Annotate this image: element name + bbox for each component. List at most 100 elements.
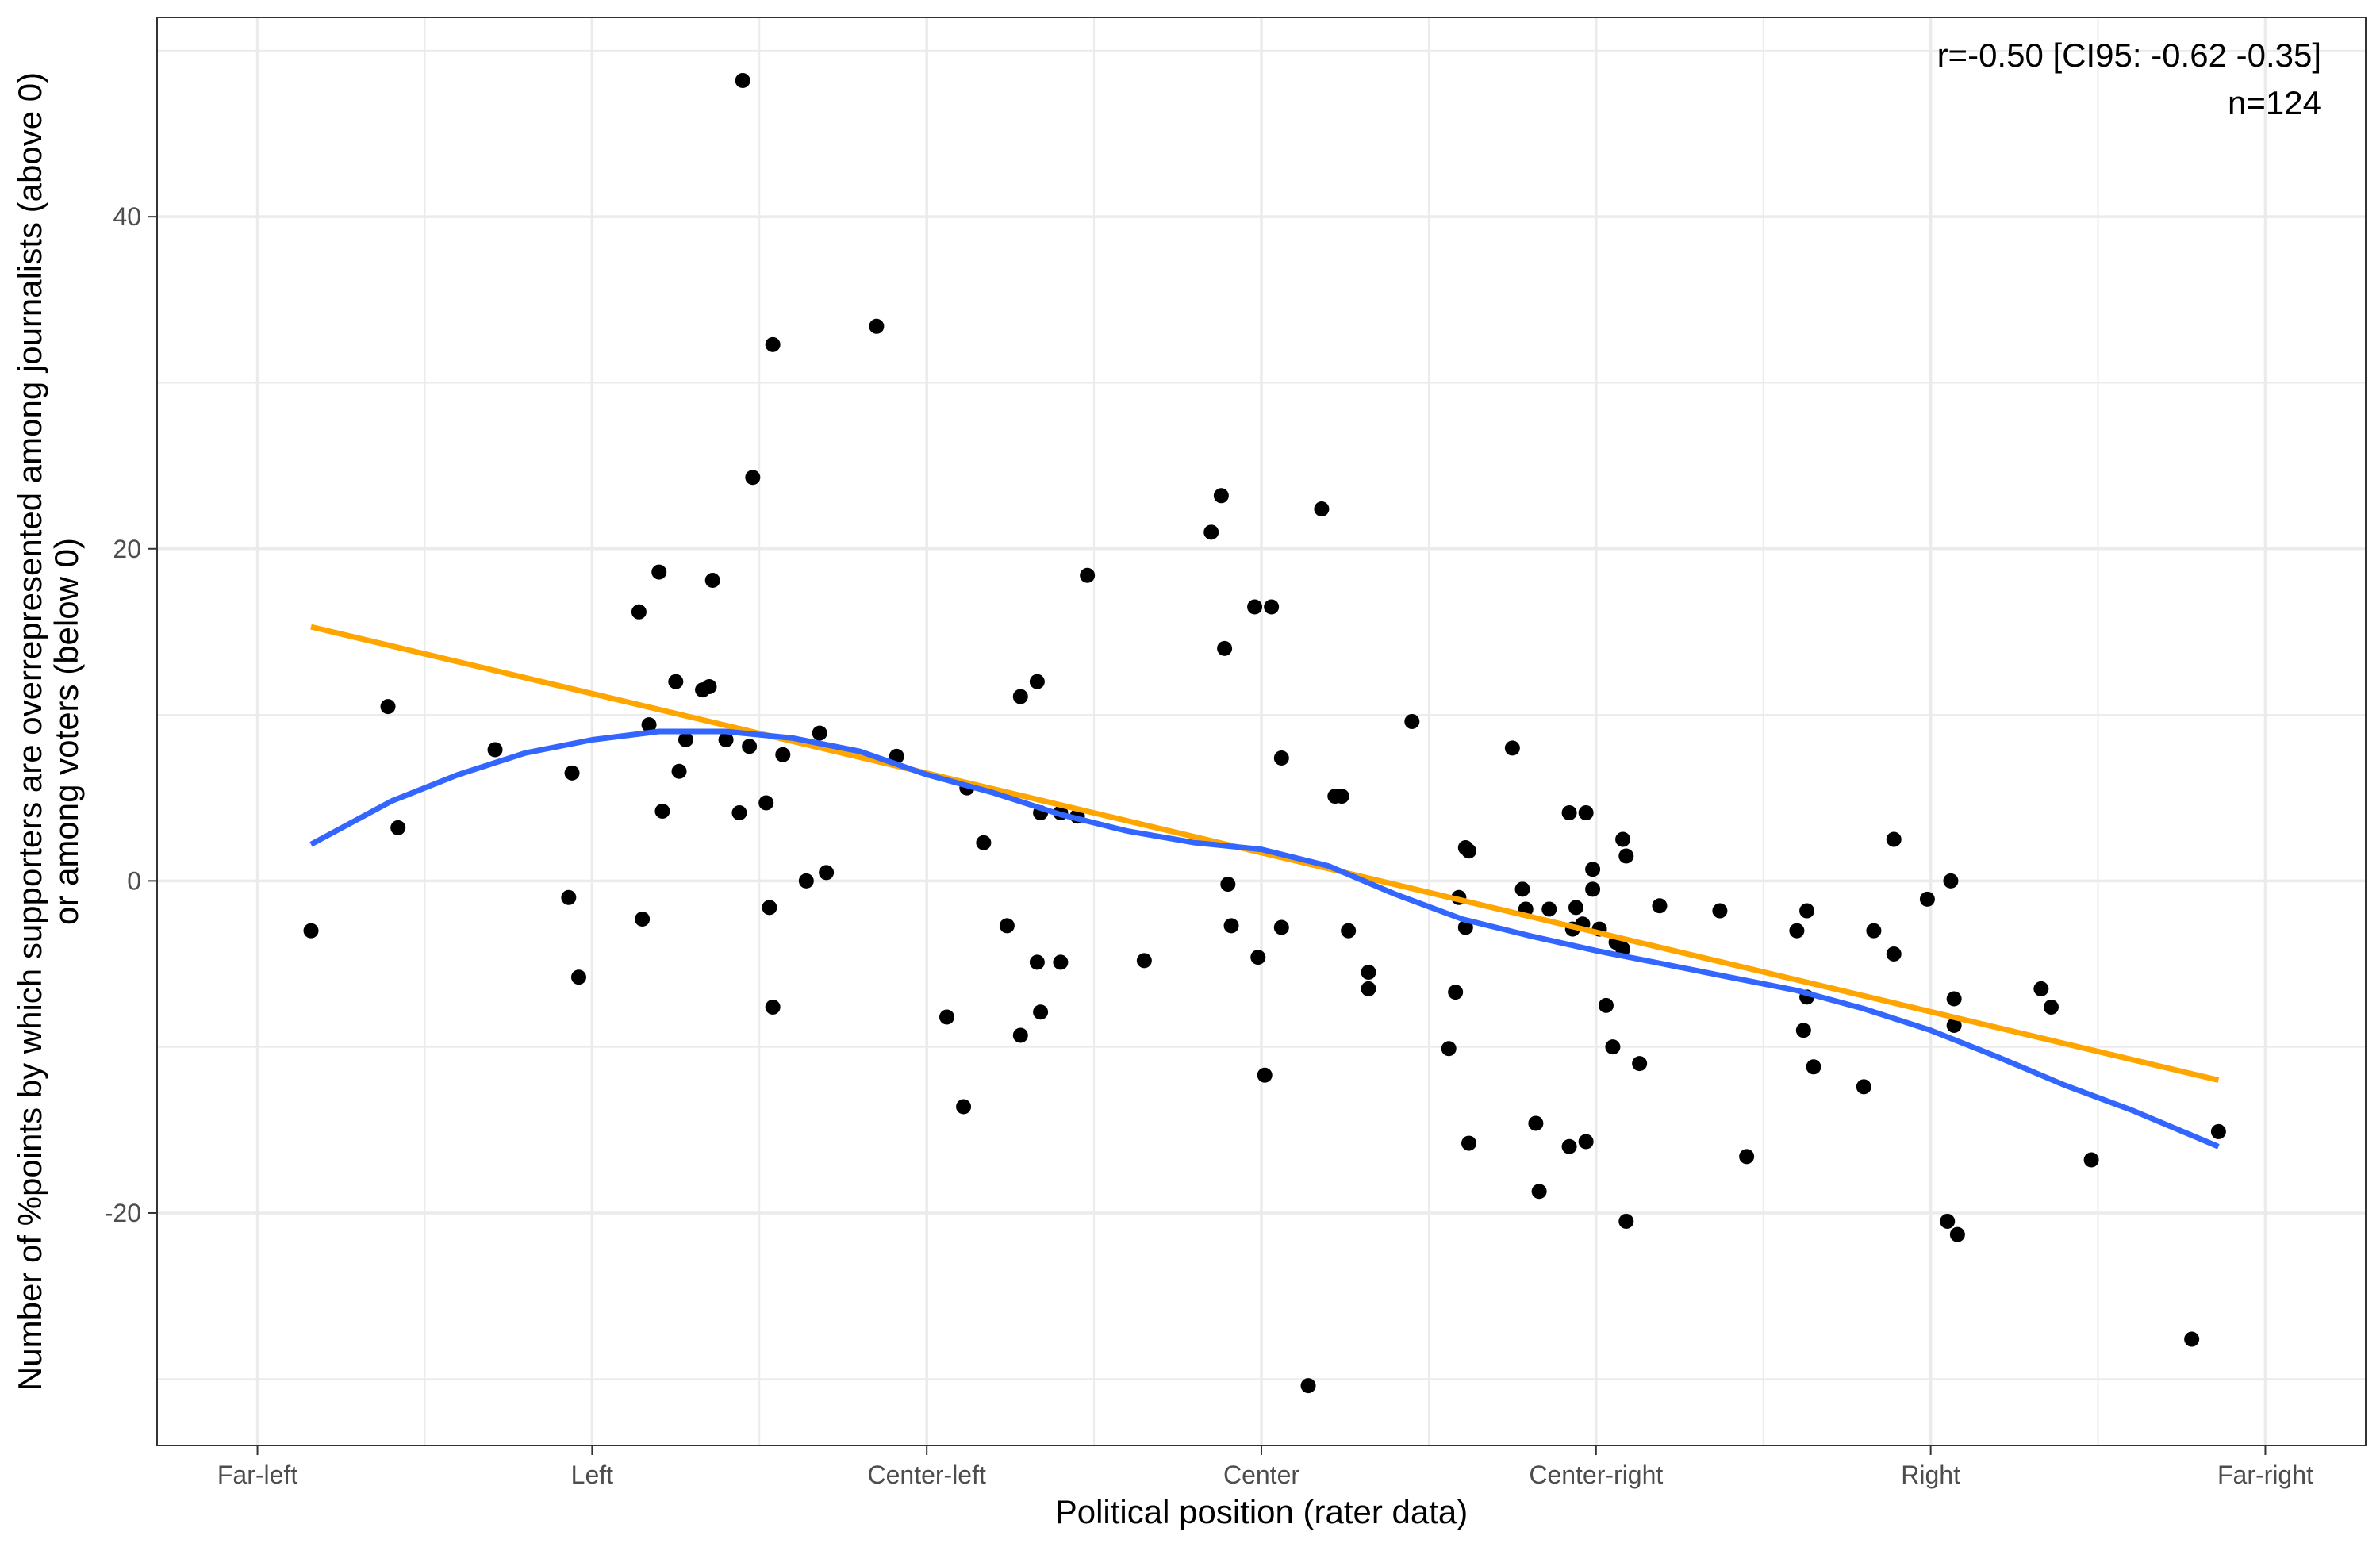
- data-point: [1361, 964, 1376, 980]
- data-point: [303, 923, 319, 939]
- data-point: [718, 731, 734, 747]
- data-point: [1247, 599, 1263, 615]
- x-tick-label: Far-left: [217, 1461, 298, 1489]
- data-point: [939, 1009, 954, 1025]
- data-point: [1273, 919, 1289, 935]
- data-point: [1632, 1056, 1648, 1072]
- x-tick-label: Right: [1901, 1461, 1960, 1489]
- data-point: [1461, 843, 1477, 859]
- y-tick-label: 20: [113, 535, 141, 563]
- data-point: [1585, 862, 1601, 877]
- data-point: [1946, 991, 1962, 1007]
- grid: [157, 17, 2366, 1445]
- data-point: [1531, 1184, 1547, 1200]
- data-point: [1795, 1023, 1811, 1038]
- x-tick-label: Center: [1223, 1461, 1299, 1489]
- data-point: [1250, 950, 1266, 965]
- data-point: [1504, 740, 1520, 756]
- data-point: [1578, 1134, 1594, 1150]
- data-point: [1404, 713, 1420, 729]
- data-point: [869, 318, 885, 334]
- data-point: [1856, 1079, 1871, 1095]
- data-point: [1033, 1004, 1049, 1020]
- fit-lines: [309, 624, 2220, 1150]
- data-point: [704, 573, 720, 589]
- data-point: [1886, 831, 1902, 847]
- data-point: [2033, 981, 2049, 996]
- x-tick-label: Center-right: [1529, 1461, 1663, 1489]
- data-point: [2210, 1123, 2226, 1139]
- data-point: [812, 725, 827, 741]
- data-point: [1461, 1135, 1477, 1151]
- data-point: [1361, 981, 1376, 996]
- data-point: [1012, 1027, 1028, 1043]
- data-point: [1217, 640, 1233, 656]
- data-point: [1029, 954, 1045, 970]
- data-point: [1739, 1149, 1755, 1165]
- data-point: [1568, 900, 1584, 916]
- data-point: [765, 336, 781, 352]
- y-tick-label: -20: [105, 1199, 141, 1227]
- data-point: [1203, 524, 1219, 540]
- data-point: [1806, 1059, 1821, 1075]
- data-point: [1441, 1041, 1457, 1057]
- data-point: [1561, 805, 1577, 821]
- data-point: [1866, 923, 1882, 939]
- data-point: [1223, 918, 1239, 934]
- data-point: [487, 742, 503, 758]
- data-point: [1213, 488, 1229, 504]
- data-point: [775, 747, 791, 762]
- data-point: [678, 731, 693, 747]
- data-point: [1080, 567, 1096, 583]
- data-point: [701, 678, 717, 694]
- data-point: [631, 604, 647, 620]
- data-point: [380, 699, 396, 715]
- data-point: [1561, 1138, 1577, 1154]
- axis-ticks: Far-left Left Center-left Center Center-righ…: [105, 202, 2313, 1489]
- sample-size-annotation: n=124: [2228, 84, 2321, 121]
- x-axis-title: Political position (rater data): [1055, 1493, 1468, 1530]
- data-point: [1012, 689, 1028, 704]
- data-point: [390, 820, 406, 835]
- data-point: [956, 1099, 972, 1115]
- data-point: [731, 805, 747, 821]
- data-point: [1029, 674, 1045, 689]
- x-tick-label: Center-left: [867, 1461, 986, 1489]
- x-tick-label: Far-right: [2217, 1461, 2313, 1489]
- y-axis-title: Number of %points by which supporters ar…: [11, 72, 85, 1391]
- data-point: [564, 765, 580, 781]
- data-point: [1514, 881, 1530, 897]
- correlation-annotation: r=-0.50 [CI95: -0.62 -0.35]: [1937, 36, 2321, 74]
- data-point: [2043, 999, 2059, 1015]
- data-point: [635, 912, 651, 927]
- data-point: [1886, 946, 1902, 962]
- data-point: [1940, 1213, 1956, 1229]
- data-point: [1789, 923, 1805, 939]
- data-point: [1919, 891, 1935, 907]
- data-point: [1615, 831, 1631, 847]
- data-point: [1257, 1067, 1273, 1083]
- data-point: [1314, 501, 1330, 517]
- data-point: [2083, 1152, 2099, 1168]
- data-point: [762, 900, 777, 916]
- data-point: [1652, 898, 1668, 914]
- linear-fit-line: [310, 624, 2220, 1083]
- data-point: [641, 717, 657, 733]
- y-axis-title-line-2: or among voters (below 0): [48, 538, 85, 925]
- y-tick-label: 40: [113, 202, 141, 231]
- data-point: [561, 889, 577, 905]
- data-point: [1220, 877, 1236, 892]
- data-point: [1943, 873, 1959, 889]
- data-point: [1585, 881, 1601, 897]
- data-point: [745, 470, 761, 486]
- data-point: [651, 564, 667, 580]
- data-point: [1264, 599, 1280, 615]
- data-point: [819, 865, 835, 881]
- data-point: [654, 803, 670, 819]
- data-point: [668, 674, 684, 689]
- data-point: [1618, 1213, 1634, 1229]
- data-point: [735, 73, 750, 89]
- data-point: [1618, 848, 1634, 864]
- loess-fit-line: [309, 728, 2220, 1150]
